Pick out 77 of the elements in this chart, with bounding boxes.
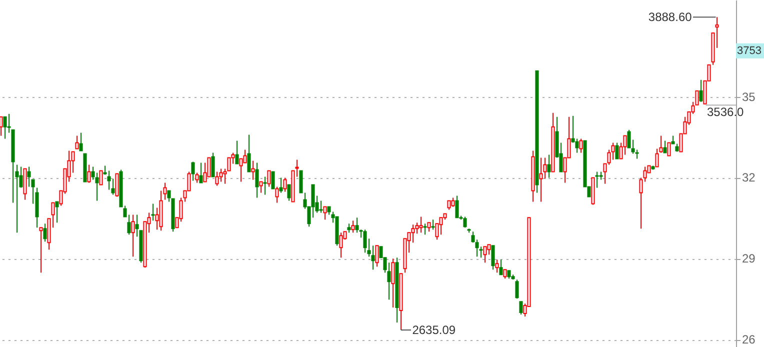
candlestick <box>487 244 491 256</box>
candlestick <box>239 158 243 182</box>
candlestick <box>363 229 367 254</box>
candlestick <box>219 168 223 182</box>
candlestick <box>455 195 459 218</box>
candlestick <box>15 164 19 234</box>
candlestick <box>547 154 551 178</box>
candlestick <box>35 187 39 228</box>
ref-line-label: 3536.0 <box>707 105 744 120</box>
candlestick <box>211 152 215 178</box>
candlestick <box>115 173 119 198</box>
text: 29 <box>742 252 756 266</box>
candlestick <box>235 140 239 164</box>
candlestick <box>247 134 251 172</box>
candlestick <box>279 177 283 194</box>
candlestick <box>659 135 663 154</box>
candlestick <box>47 218 51 250</box>
candlestick <box>39 227 43 274</box>
candlestick <box>79 132 83 152</box>
candlestick <box>319 200 323 214</box>
candlestick <box>539 157 543 202</box>
candlestick <box>355 217 359 234</box>
candlestick <box>655 148 659 168</box>
candlestick <box>667 142 671 156</box>
candlestick <box>375 245 379 268</box>
candlestick <box>87 164 91 184</box>
ref-line-label: 3753 <box>737 44 762 57</box>
candlestick <box>99 170 103 186</box>
candlestick <box>151 203 155 222</box>
candlestick <box>199 162 203 184</box>
candlestick <box>663 140 667 154</box>
candlestick <box>283 177 287 192</box>
candlestick <box>263 176 267 196</box>
candlestick <box>43 223 47 242</box>
candlestick <box>215 171 219 186</box>
candlestick <box>499 259 503 276</box>
candlestick <box>699 79 703 102</box>
candlestick <box>75 135 79 150</box>
candlestick <box>251 160 255 180</box>
annotation: 2635.09 <box>412 323 456 337</box>
annotation: 3888.60 <box>648 10 692 24</box>
candlestick <box>411 224 415 244</box>
candlestick <box>55 201 59 224</box>
text: 26 <box>742 332 756 347</box>
candlestick <box>615 142 619 160</box>
candlestick <box>431 219 435 230</box>
candlestick <box>491 245 495 270</box>
candlestick <box>271 171 275 190</box>
candlestick <box>191 161 195 182</box>
candlestick <box>255 162 259 198</box>
candlestick <box>339 232 343 258</box>
candlestick <box>243 149 247 164</box>
candlestick <box>595 171 599 188</box>
text: 32 <box>742 170 756 185</box>
candlestick <box>579 138 583 154</box>
candlestick <box>515 279 519 300</box>
candlestick <box>131 214 135 258</box>
candlestick <box>623 135 627 156</box>
candlestick <box>267 170 271 188</box>
candlestick <box>107 170 111 190</box>
candlestick <box>195 172 199 184</box>
candlestick <box>439 217 443 236</box>
candlestick <box>495 259 499 274</box>
candlestick <box>391 258 395 308</box>
candlestick <box>423 223 427 236</box>
text: 35 <box>742 90 756 104</box>
candlestick <box>3 116 7 140</box>
candlestick <box>463 216 467 228</box>
candlestick <box>419 216 423 234</box>
candlestick <box>323 206 327 220</box>
candlestick <box>27 166 31 188</box>
candlestick <box>351 220 355 234</box>
candlestick <box>287 184 291 202</box>
candlestick <box>483 246 487 264</box>
candlestick <box>259 181 263 194</box>
candlestick <box>275 186 279 204</box>
candlestick <box>519 301 523 316</box>
